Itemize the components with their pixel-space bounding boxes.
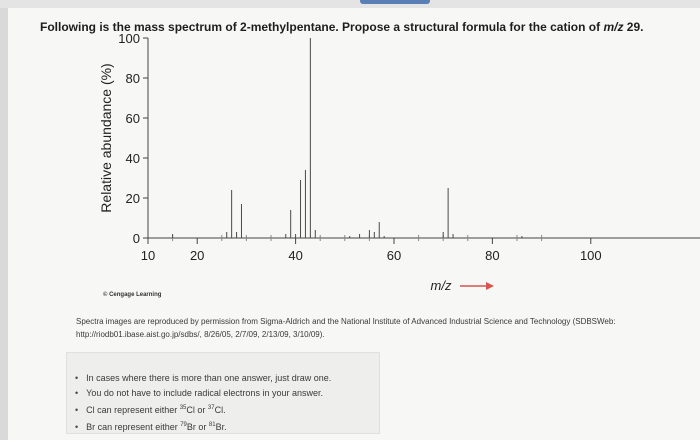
- sources-line-1: Spectra images are reproduced by permiss…: [76, 317, 616, 326]
- hint-text: Br.: [215, 422, 227, 432]
- question-mz: m/z: [603, 20, 624, 34]
- hint-item: In cases where there is more than one an…: [75, 371, 331, 386]
- hint-text: Br can represent either: [86, 422, 181, 432]
- x-tick-label: 60: [387, 248, 401, 263]
- sources-line-2: http://riodb01.ibase.aist.go.jp/sdbs/, 8…: [76, 330, 325, 339]
- y-tick-label: 100: [118, 31, 140, 46]
- hint-item: Br can represent either 79Br or 81Br.: [75, 418, 331, 435]
- x-tick-label: 80: [485, 248, 499, 263]
- hints-box: In cases where there is more than one an…: [66, 352, 380, 434]
- question-text: Following is the mass spectrum of 2-meth…: [40, 20, 643, 34]
- y-tick-label: 0: [133, 231, 140, 246]
- references-tab[interactable]: [360, 0, 430, 4]
- question-prefix: Following is the mass spectrum of 2-meth…: [40, 20, 604, 34]
- isotope-superscript: 35: [179, 405, 187, 411]
- hints-list: In cases where there is more than one an…: [75, 371, 331, 435]
- y-tick-label: 60: [126, 111, 140, 126]
- sources-text: Spectra images are reproduced by permiss…: [76, 315, 696, 341]
- hint-text: Cl or: [186, 405, 208, 415]
- mass-spectrum-chart: 0 20 40 60 80 100 10 20 40 60 80 100 Relative abunda…: [98, 31, 700, 293]
- left-rail: [0, 8, 8, 440]
- browser-top-bar: [0, 0, 700, 8]
- x-axis-label: m/z: [431, 278, 452, 293]
- hint-item: You do not have to include radical elect…: [75, 386, 331, 401]
- x-tick-label: 20: [190, 248, 204, 263]
- x-axis-arrow-head: [486, 282, 494, 290]
- credit-text: © Cengage Learning: [103, 292, 162, 298]
- hint-text: Br or: [186, 422, 209, 432]
- plot-area: [148, 38, 542, 238]
- y-axis-label: Relative abundance (%): [98, 63, 114, 212]
- y-tick-label: 20: [126, 191, 140, 206]
- x-tick-label: 40: [288, 248, 302, 263]
- hint-text: Cl.: [214, 405, 226, 415]
- isotope-superscript: 81: [208, 422, 216, 428]
- y-tick-label: 80: [126, 71, 140, 86]
- hint-text: Cl can represent either: [86, 405, 180, 415]
- question-panel: Following is the mass spectrum of 2-meth…: [8, 8, 700, 440]
- question-value: 29.: [626, 20, 644, 34]
- x-tick-label: 10: [141, 248, 155, 263]
- y-tick-label: 40: [126, 151, 140, 166]
- isotope-superscript: 79: [180, 422, 187, 428]
- x-tick-label: 100: [580, 248, 602, 263]
- isotope-superscript: 37: [207, 405, 215, 411]
- hint-item: Cl can represent either 35Cl or 37Cl.: [75, 401, 331, 418]
